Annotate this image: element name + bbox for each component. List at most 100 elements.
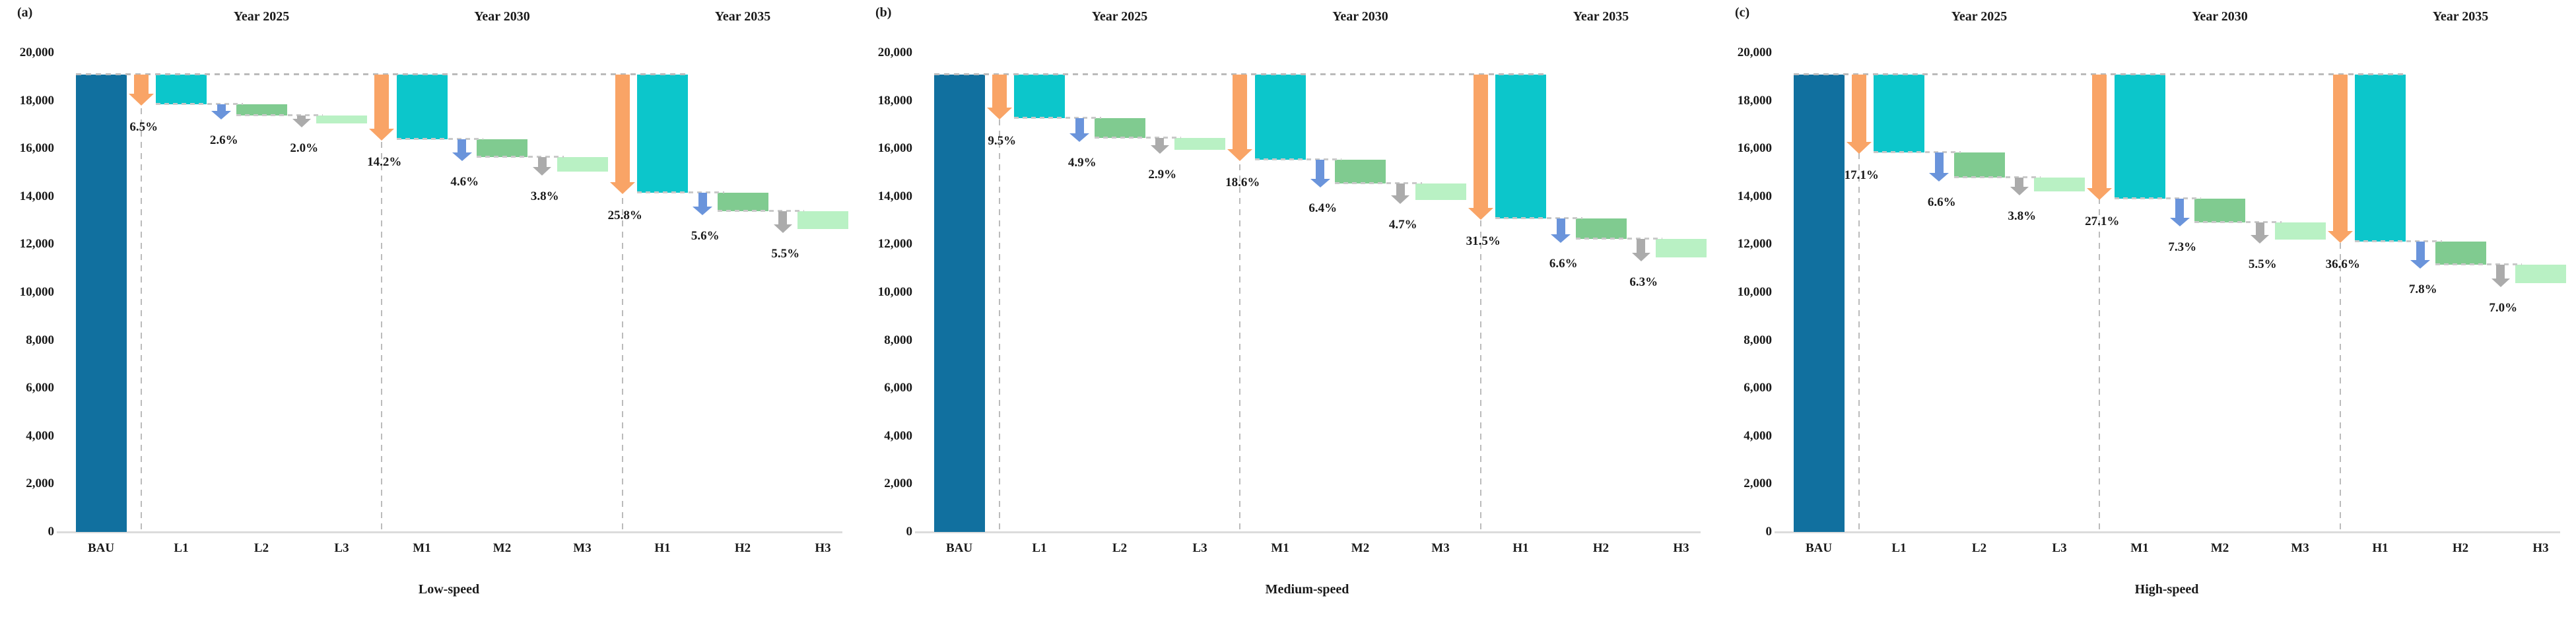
arrow-shaft [1851,74,1866,143]
drop-arrow-orange-H1 [2327,74,2353,244]
panel-title: Medium-speed [1265,582,1349,597]
arrow-head-down-icon [292,119,311,128]
arrow-shaft [2496,264,2505,279]
x-axis-label-BAU: BAU [87,541,115,555]
chart-panel-c: (c) 20,000 18,000 16,000 14,000 12,000 10,000 8… [1718,0,2576,627]
y-axis-tick-label: 0 [48,525,55,539]
y-axis-tick-label: 4,000 [884,428,912,443]
drop-arrow-blue-L2 [1929,152,1949,182]
arrow-head-down-icon [1391,195,1410,204]
arrow-shaft [1155,138,1165,145]
y-axis-tick-label: 18,000 [19,93,54,108]
y-axis-tick-label: 8,000 [884,333,912,347]
y-axis-tick-label: 12,000 [19,237,54,251]
drop-pct-label-M2: 7.3% [2168,240,2197,255]
bar-L3 [1174,138,1225,150]
y-axis-tick-label: 0 [906,525,913,539]
x-axis-label-M1: M1 [2130,541,2149,555]
x-axis-line [1775,531,2560,533]
drop-pct-label-M2: 6.4% [1308,201,1338,215]
arrow-shaft [2015,178,2024,187]
arrow-shaft [2332,74,2348,232]
bar-M1 [396,74,448,140]
drop-arrow-orange-L1 [986,74,1012,119]
drop-pct-label-L3: 2.0% [290,141,319,156]
step-connector-line [2114,197,2201,199]
bar-H2 [717,192,768,212]
drop-arrow-blue-L2 [1069,117,1090,143]
bar-H1 [637,74,688,193]
x-axis-label-M3: M3 [1431,541,1450,555]
bau-baseline-dash-line [75,73,688,75]
bar-H3 [797,211,848,230]
year-group-label: Year 2025 [233,9,290,24]
y-axis-tick-label: 4,000 [1744,428,1772,443]
step-connector-line [1254,158,1341,160]
arrow-head-down-icon [452,152,472,162]
y-axis-tick-label: 16,000 [1737,141,1772,156]
drop-pct-label-H1: 36.6% [2325,257,2360,272]
year-group-label: Year 2025 [1951,9,2008,24]
group-separator-line [2339,74,2341,532]
drop-arrow-gray-L3 [2010,178,2029,195]
y-axis-tick-label: 8,000 [1744,333,1772,347]
drop-pct-label-M3: 4.7% [1388,217,1417,232]
drop-pct-label-L1: 6.5% [129,119,158,134]
arrow-shaft [2255,222,2264,236]
group-separator-line [381,74,383,532]
arrow-shaft [778,211,788,225]
panel-title: Low-speed [418,582,480,597]
step-connector-line [1953,176,2041,179]
arrow-head-down-icon [1846,142,1872,154]
drop-pct-label-L3: 2.9% [1148,167,1177,182]
arrow-shaft [374,74,390,129]
arrow-head-down-icon [369,129,395,141]
bar-BAU [933,74,985,532]
y-axis-tick-label: 2,000 [26,477,54,491]
x-axis-label-L1: L1 [1032,541,1047,555]
arrow-shaft [217,104,226,111]
y-axis-tick-label: 14,000 [19,189,54,203]
bar-M1 [1254,74,1306,160]
arrow-head-down-icon [2327,231,2353,244]
arrow-shaft [537,157,547,168]
arrow-shaft [1934,152,1944,174]
drop-arrow-blue-H2 [1551,218,1571,244]
x-axis-label-L2: L2 [1971,541,1987,555]
x-axis-label-H2: H2 [1592,541,1610,555]
drop-pct-label-H3: 7.0% [2489,301,2518,315]
year-group-label: Year 2030 [1332,9,1388,24]
drop-arrow-blue-M2 [2169,198,2190,227]
x-axis-label-BAU: BAU [1805,541,1833,555]
x-axis-label-M2: M2 [1351,541,1370,555]
step-connector-line [1874,151,1961,154]
drop-pct-label-M1: 18.6% [1225,175,1260,189]
drop-pct-label-L1: 9.5% [988,133,1017,148]
drop-arrow-blue-M2 [452,139,472,162]
arrow-shaft [1556,218,1565,235]
arrow-shaft [1396,183,1405,195]
drop-arrow-blue-H2 [693,192,713,216]
bar-H1 [2355,74,2406,242]
x-axis-label-L3: L3 [1192,541,1207,555]
x-axis-label-H1: H1 [1512,541,1529,555]
drop-pct-label-M3: 5.5% [2248,257,2277,272]
arrow-shaft [698,192,707,207]
bar-BAU [75,74,127,532]
y-axis-tick-label: 16,000 [877,141,912,156]
y-axis-tick-label: 6,000 [884,381,912,395]
x-axis-label-H2: H2 [2452,541,2469,555]
y-axis-tick-label: 0 [1765,525,1773,539]
bar-L2 [1094,117,1145,139]
y-axis-tick-label: 10,000 [877,285,912,299]
x-axis-label-H3: H3 [815,541,831,555]
step-connector-line [1495,217,1582,220]
step-connector-line [477,156,564,158]
y-axis-tick-label: 6,000 [1744,381,1772,395]
y-axis-tick-label: 14,000 [1737,189,1772,203]
panel-letter: (b) [875,5,892,20]
bar-M2 [477,139,527,158]
arrow-head-down-icon [1929,173,1949,182]
arrow-shaft [1316,159,1325,179]
